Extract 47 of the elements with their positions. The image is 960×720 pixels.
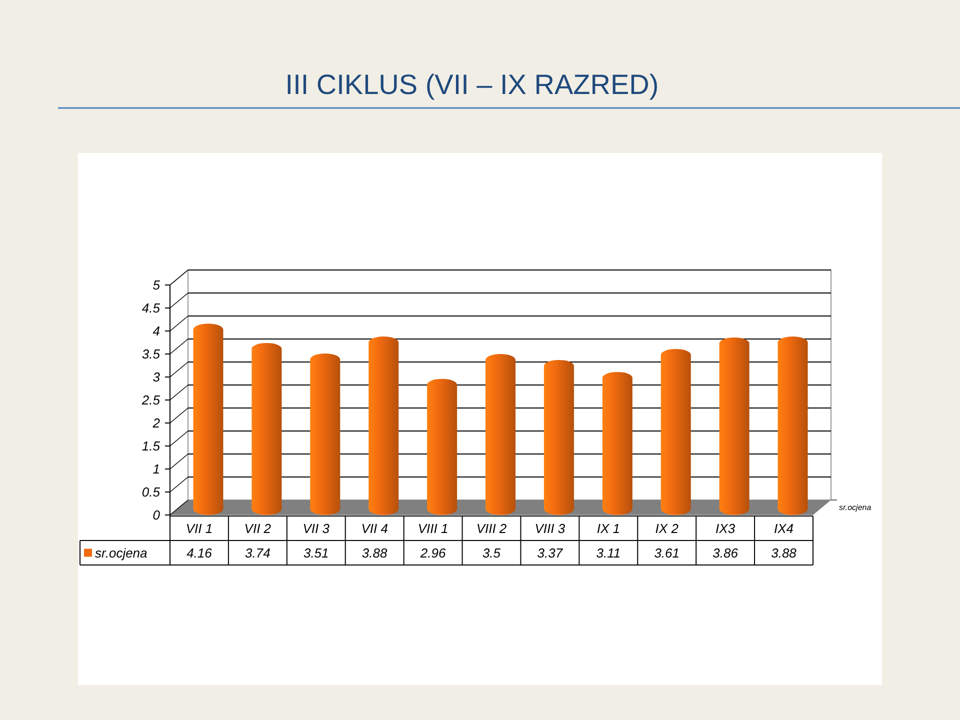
bar <box>778 336 808 515</box>
y-tick-label: 2 <box>152 416 161 431</box>
bar <box>602 372 632 515</box>
data-label: 3.88 <box>771 545 798 560</box>
x-tick-label: VIII 3 <box>534 520 566 536</box>
y-tick-label: 3 <box>152 370 161 385</box>
bar <box>368 336 399 515</box>
x-tick-label: IX 2 <box>655 520 680 536</box>
x-tick-label: IX3 <box>716 520 736 536</box>
bar <box>310 354 340 515</box>
bar <box>193 324 224 515</box>
y-tick-label: 4 <box>152 324 160 339</box>
text: sr.ocjena <box>839 503 872 512</box>
y-tick-label: 5 <box>152 278 161 293</box>
legend-label: sr.ocjena <box>95 545 148 560</box>
x-tick-label: VII 4 <box>361 520 388 536</box>
bar <box>544 360 574 515</box>
x-tick-label: IX 1 <box>596 520 620 536</box>
bar <box>486 354 516 515</box>
bar <box>252 342 282 515</box>
x-tick-label: VIII 2 <box>476 520 508 536</box>
data-label: 3.74 <box>245 545 270 560</box>
y-tick-label: 4.5 <box>142 300 161 316</box>
y-tick-label: 1.5 <box>142 438 161 454</box>
y-tick-label: 0 <box>152 508 161 523</box>
data-label: 3.5 <box>482 545 502 560</box>
y-tick-label: 0.5 <box>142 484 161 500</box>
chart-title: III CIKLUS (VII – IX RAZRED) <box>285 69 659 100</box>
x-tick-label: VII 1 <box>186 520 213 536</box>
bar <box>719 337 750 515</box>
y-tick-label: 1 <box>152 462 160 477</box>
bar <box>660 348 691 515</box>
x-tick-label: VIII 1 <box>418 520 448 536</box>
bar <box>427 378 458 515</box>
data-label: 3.86 <box>712 545 739 560</box>
data-label: 3.61 <box>654 545 680 560</box>
data-label: 4.16 <box>186 545 213 560</box>
y-tick-label: 3.5 <box>142 346 161 362</box>
data-label: 3.88 <box>362 545 388 560</box>
data-label: 2.96 <box>419 545 446 560</box>
data-label: 3.51 <box>303 545 329 560</box>
data-label: 3.11 <box>596 545 621 560</box>
y-tick-label: 2.5 <box>140 392 161 408</box>
x-tick-label: IX4 <box>774 520 794 536</box>
x-tick-label: VII 2 <box>244 520 272 536</box>
data-label: 3.37 <box>537 545 564 560</box>
x-tick-label: VII 3 <box>302 520 330 536</box>
